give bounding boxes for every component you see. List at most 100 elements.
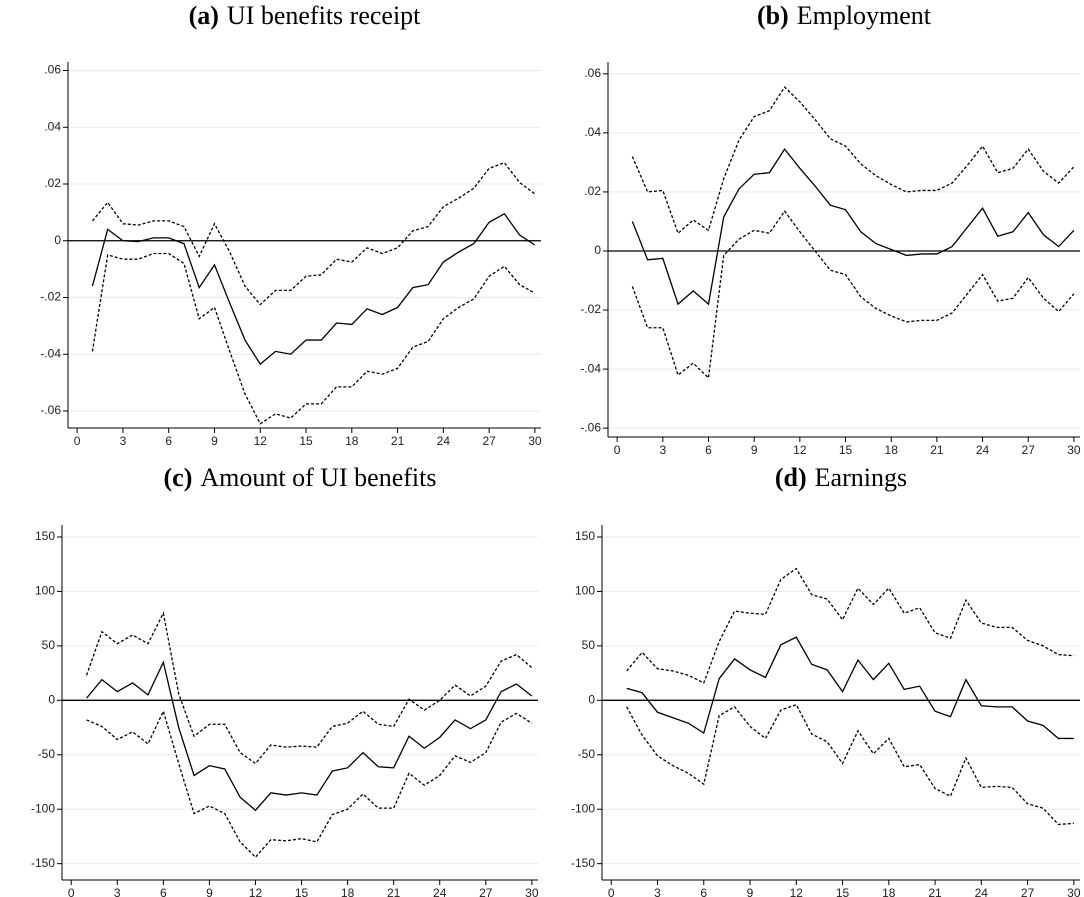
x-tick-label: 21	[387, 886, 401, 897]
x-tick-label: 3	[654, 886, 661, 897]
panel-title: (b) Employment	[757, 1, 932, 30]
x-tick-label: 12	[249, 886, 263, 897]
x-tick-label: 30	[525, 886, 539, 897]
x-tick-label: 6	[705, 443, 712, 457]
x-tick-label: 6	[700, 886, 707, 897]
x-tick-label: 27	[1022, 443, 1036, 457]
x-tick-label: 3	[120, 434, 127, 448]
x-tick-label: 30	[1067, 886, 1081, 897]
y-tick-label: 150	[35, 529, 55, 543]
y-tick-label: 150	[575, 529, 595, 543]
panel: (c) Amount of UI benefits -150 -100 -50 0 50 10…	[31, 463, 539, 897]
panel: (d) Earnings -150 -100 -50 0 50 100 150 0 3 6 9 12 15 1…	[571, 463, 1081, 897]
y-tick-label: 100	[35, 584, 55, 598]
x-tick-label: 30	[1067, 443, 1081, 457]
y-tick-label: -150	[571, 856, 595, 870]
panel: (b) Employment -.06 -.04 -.02 0 .02 .04 .06 0 3 6 9 1…	[580, 1, 1081, 457]
x-tick-label: 0	[608, 886, 615, 897]
y-tick-label: 50	[42, 638, 56, 652]
panel-title-text: Amount of UI benefits	[200, 463, 436, 492]
y-tick-label: .06	[584, 66, 601, 80]
x-tick-label: 21	[930, 443, 944, 457]
confidence-bound	[631, 209, 1075, 380]
x-tick-label: 0	[68, 886, 75, 897]
y-tick-label: 0	[588, 692, 595, 706]
confidence-bound	[91, 161, 536, 306]
x-tick-label: 24	[437, 434, 451, 448]
confidence-bound	[85, 611, 533, 765]
y-tick-label: .06	[44, 63, 61, 77]
x-tick-label: 6	[160, 886, 167, 897]
y-tick-label: -50	[38, 747, 56, 761]
y-tick-label: 0	[594, 243, 601, 257]
x-tick-label: 27	[479, 886, 493, 897]
y-tick-label: -100	[31, 801, 55, 815]
x-tick-label: 3	[114, 886, 121, 897]
confidence-bound	[626, 567, 1074, 684]
y-tick-label: .04	[44, 119, 61, 133]
y-tick-label: -100	[571, 801, 595, 815]
y-tick-label: -150	[31, 856, 55, 870]
y-tick-label: .02	[44, 176, 61, 190]
estimate-line	[631, 147, 1075, 306]
x-tick-label: 15	[836, 886, 850, 897]
x-tick-label: 9	[751, 443, 758, 457]
x-tick-label: 24	[433, 886, 447, 897]
x-tick-label: 18	[345, 434, 359, 448]
panel-title: (a) UI benefits receipt	[189, 1, 422, 30]
panel: (a) UI benefits receipt -.06 -.04 -.02 0 .02 .0…	[40, 1, 542, 448]
panel-title: (d) Earnings	[775, 463, 907, 492]
x-tick-label: 30	[528, 434, 542, 448]
panel-title-text: Employment	[797, 1, 932, 30]
y-tick-label: -.06	[580, 420, 601, 434]
panel-label: (a)	[189, 1, 219, 30]
y-tick-label: -.06	[40, 403, 61, 417]
y-tick-label: 100	[575, 584, 595, 598]
x-tick-label: 15	[839, 443, 853, 457]
y-tick-label: -.02	[580, 302, 601, 316]
x-tick-label: 12	[254, 434, 268, 448]
y-tick-label: -.04	[580, 361, 601, 375]
x-tick-label: 18	[882, 886, 896, 897]
x-tick-label: 27	[482, 434, 496, 448]
estimate-line	[91, 212, 536, 366]
confidence-bound	[91, 252, 536, 425]
x-tick-label: 21	[928, 886, 942, 897]
x-tick-label: 24	[976, 443, 990, 457]
y-tick-label: -.02	[40, 290, 61, 304]
x-tick-label: 9	[206, 886, 213, 897]
panel-title-text: Earnings	[815, 463, 907, 492]
x-tick-label: 6	[165, 434, 172, 448]
confidence-bound	[626, 703, 1074, 826]
y-tick-label: -.04	[40, 346, 61, 360]
panel-label: (d)	[775, 463, 807, 492]
y-tick-label: 0	[48, 692, 55, 706]
x-tick-label: 27	[1021, 886, 1035, 897]
confidence-bound	[86, 709, 533, 859]
panel-label: (b)	[757, 1, 789, 30]
x-tick-label: 15	[299, 434, 313, 448]
x-tick-label: 9	[211, 434, 218, 448]
x-tick-label: 3	[659, 443, 666, 457]
x-tick-label: 0	[74, 434, 81, 448]
panel-title-text: UI benefits receipt	[227, 1, 421, 30]
y-tick-label: .02	[584, 184, 601, 198]
x-tick-label: 0	[614, 443, 621, 457]
x-tick-label: 12	[793, 443, 807, 457]
x-tick-label: 15	[295, 886, 309, 897]
estimate-line	[626, 636, 1074, 740]
x-tick-label: 9	[747, 886, 754, 897]
estimate-line	[86, 660, 533, 812]
y-tick-label: 50	[582, 638, 596, 652]
y-tick-label: .04	[584, 125, 601, 139]
x-tick-label: 21	[391, 434, 405, 448]
confidence-bound	[631, 86, 1075, 235]
panel-title: (c) Amount of UI benefits	[164, 463, 437, 492]
x-tick-label: 18	[341, 886, 355, 897]
y-tick-label: -50	[578, 747, 596, 761]
y-tick-label: 0	[54, 233, 61, 247]
panel-label: (c)	[164, 463, 193, 492]
x-tick-label: 24	[975, 886, 989, 897]
x-tick-label: 12	[790, 886, 804, 897]
